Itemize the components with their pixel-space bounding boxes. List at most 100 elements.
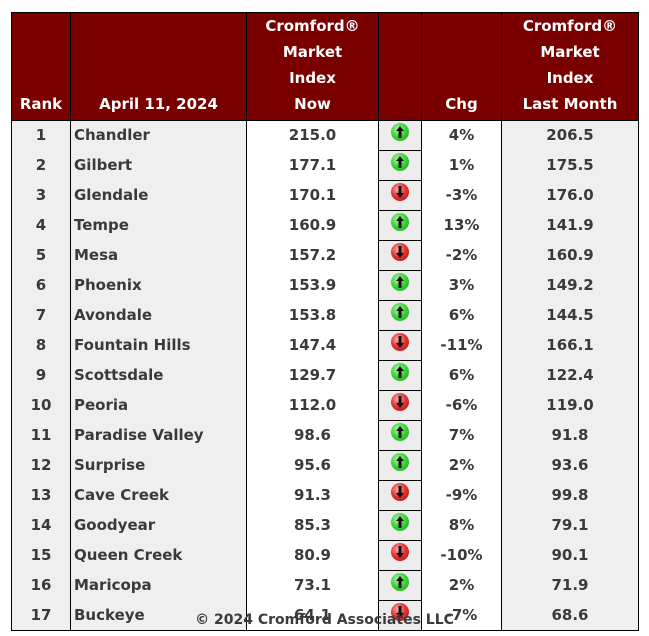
index-last-month-cell: 160.9 [501,240,639,271]
index-last-month-cell: 91.8 [501,420,639,451]
city-cell: Glendale [70,180,247,211]
city-cell: Avondale [70,300,247,331]
table-row: 15 Queen Creek 80.9 -10% 90.1 [11,540,639,571]
arrow-down-icon [391,183,409,201]
city-cell: Surprise [70,450,247,481]
rank-cell: 1 [11,120,71,151]
direction-cell [378,450,422,481]
arrow-down-icon [391,243,409,261]
arrow-up-icon [391,453,409,471]
rank-cell: 6 [11,270,71,301]
change-cell: 2% [421,450,502,481]
market-index-table: Rank April 11, 2024 Cromford® Market Ind… [11,12,639,631]
header-direction [378,12,422,121]
change-cell: -2% [421,240,502,271]
index-last-month-cell: 144.5 [501,300,639,331]
index-now-cell: 160.9 [246,210,379,241]
table-row: 1 Chandler 215.0 4% 206.5 [11,120,639,151]
direction-cell [378,330,422,361]
direction-cell [378,570,422,601]
arrow-up-icon [391,273,409,291]
rank-cell: 8 [11,330,71,361]
index-last-month-cell: 149.2 [501,270,639,301]
change-cell: 1% [421,150,502,181]
arrow-down-icon [391,483,409,501]
city-cell: Buckeye [70,600,247,631]
table-row: 17 Buckeye 64.1 -7% 68.6 [11,600,639,631]
city-cell: Phoenix [70,270,247,301]
direction-cell [378,240,422,271]
index-now-cell: 95.6 [246,450,379,481]
change-cell: -11% [421,330,502,361]
change-cell: 3% [421,270,502,301]
header-row: Rank April 11, 2024 Cromford® Market Ind… [11,12,639,121]
copyright-footer: © 2024 Cromford Associates LLC [195,612,454,628]
city-cell: Gilbert [70,150,247,181]
table-row: 11 Paradise Valley 98.6 7% 91.8 [11,420,639,451]
change-cell: 6% [421,360,502,391]
rank-cell: 2 [11,150,71,181]
rank-cell: 17 [11,600,71,631]
city-cell: Maricopa [70,570,247,601]
rank-cell: 11 [11,420,71,451]
arrow-down-icon [391,543,409,561]
table-row: 5 Mesa 157.2 -2% 160.9 [11,240,639,271]
index-now-cell: 157.2 [246,240,379,271]
rank-cell: 7 [11,300,71,331]
direction-cell [378,180,422,211]
index-last-month-cell: 99.8 [501,480,639,511]
change-cell: 2% [421,570,502,601]
city-cell: Tempe [70,210,247,241]
arrow-up-icon [391,363,409,381]
table-body: 1 Chandler 215.0 4% 206.5 2 Gilbert 177.… [11,120,639,631]
direction-cell [378,270,422,301]
table-row: 8 Fountain Hills 147.4 -11% 166.1 [11,330,639,361]
arrow-up-icon [391,303,409,321]
index-last-month-cell: 206.5 [501,120,639,151]
change-cell: -7% [421,600,502,631]
header-index-now: Cromford® Market Index Now [246,12,379,121]
direction-cell [378,150,422,181]
arrow-up-icon [391,573,409,591]
arrow-up-icon [391,513,409,531]
index-last-month-cell: 166.1 [501,330,639,361]
index-now-cell: 153.9 [246,270,379,301]
change-cell: 13% [421,210,502,241]
direction-cell [378,600,422,631]
header-index-last-month: Cromford® Market Index Last Month [501,12,639,121]
rank-cell: 15 [11,540,71,571]
rank-cell: 4 [11,210,71,241]
city-cell: Queen Creek [70,540,247,571]
index-now-cell: 80.9 [246,540,379,571]
index-now-cell: 91.3 [246,480,379,511]
table-row: 10 Peoria 112.0 -6% 119.0 [11,390,639,421]
direction-cell [378,300,422,331]
index-now-cell: 170.1 [246,180,379,211]
city-cell: Cave Creek [70,480,247,511]
market-index-table-container: Rank April 11, 2024 Cromford® Market Ind… [11,12,639,631]
table-row: 12 Surprise 95.6 2% 93.6 [11,450,639,481]
arrow-up-icon [391,213,409,231]
table-row: 13 Cave Creek 91.3 -9% 99.8 [11,480,639,511]
city-cell: Paradise Valley [70,420,247,451]
arrow-up-icon [391,423,409,441]
arrow-down-icon [391,333,409,351]
change-cell: 8% [421,510,502,541]
table-row: 14 Goodyear 85.3 8% 79.1 [11,510,639,541]
index-now-cell: 85.3 [246,510,379,541]
table-row: 4 Tempe 160.9 13% 141.9 [11,210,639,241]
direction-cell [378,420,422,451]
header-change: Chg [421,12,502,121]
change-cell: 4% [421,120,502,151]
change-cell: -9% [421,480,502,511]
index-now-cell: 147.4 [246,330,379,361]
direction-cell [378,480,422,511]
rank-cell: 14 [11,510,71,541]
rank-cell: 5 [11,240,71,271]
arrow-up-icon [391,153,409,171]
table-row: 6 Phoenix 153.9 3% 149.2 [11,270,639,301]
city-cell: Peoria [70,390,247,421]
change-cell: -6% [421,390,502,421]
rank-cell: 13 [11,480,71,511]
index-now-cell: 153.8 [246,300,379,331]
